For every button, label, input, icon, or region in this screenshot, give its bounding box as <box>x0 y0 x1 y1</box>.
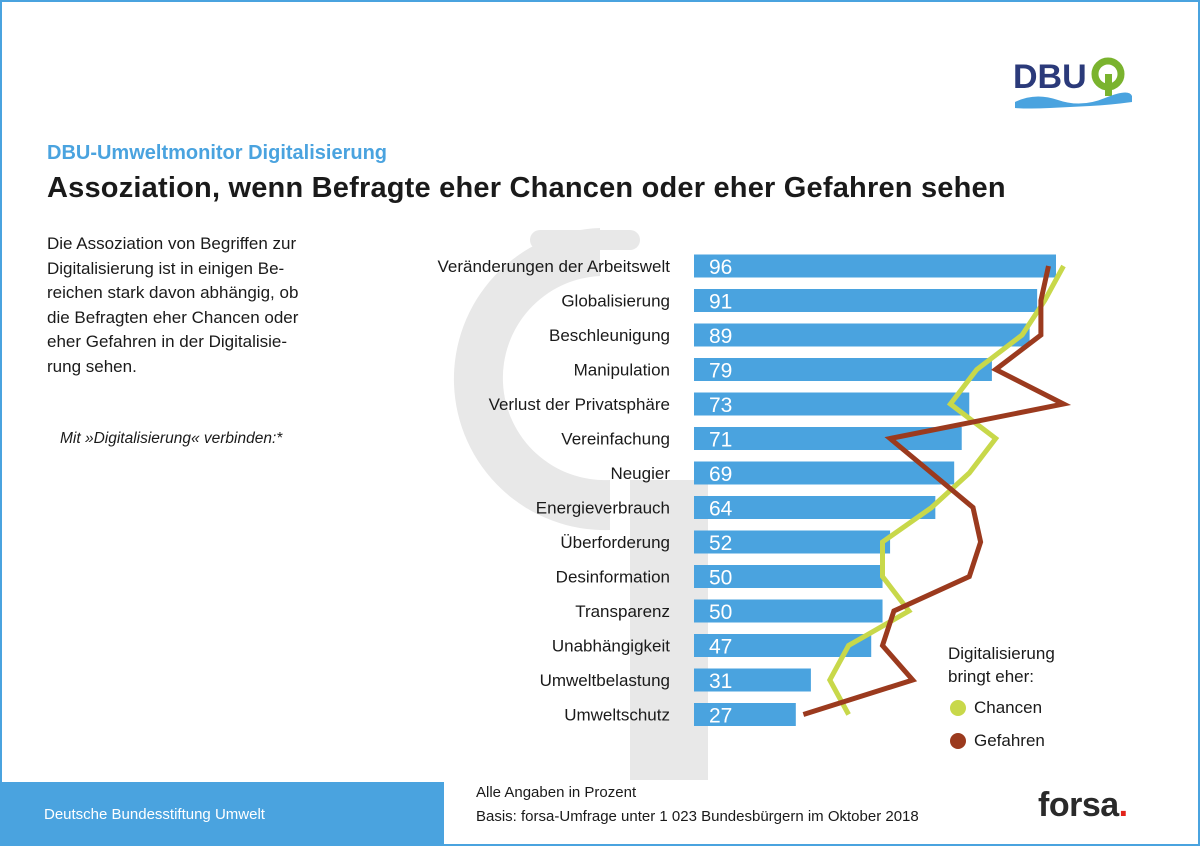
forsa-logo: forsa. <box>1038 786 1128 825</box>
intro-line: eher Gefahren in der Digitalisie- <box>47 332 288 351</box>
category-label: Veränderungen der Arbeitswelt <box>438 257 671 276</box>
page-title: Assoziation, wenn Befragte eher Chancen … <box>47 172 1006 204</box>
category-label: Beschleunigung <box>549 326 670 345</box>
bar <box>694 565 883 588</box>
intro-line: reichen stark davon abhängig, ob <box>47 283 299 302</box>
bar <box>694 599 883 623</box>
category-label: Umweltbelastung <box>540 671 670 690</box>
value-label: 27 <box>709 705 732 728</box>
value-label: 31 <box>709 670 732 693</box>
note-units: Alle Angaben in Prozent <box>476 784 637 801</box>
category-label: Desinformation <box>556 568 670 587</box>
legend-label: Chancen <box>974 698 1043 717</box>
legend-item-gefahren: Gefahren <box>950 731 1045 751</box>
category-label: Manipulation <box>574 361 670 380</box>
category-label: Transparenz <box>575 602 670 621</box>
footer-organization: Deutsche Bundesstiftung Umwelt <box>44 806 265 823</box>
value-label: 79 <box>709 360 732 383</box>
legend-title: Digitalisierung bringt eher: <box>948 642 1088 688</box>
bar <box>694 323 1030 347</box>
background-emblem <box>453 228 708 780</box>
value-label: 73 <box>709 394 732 417</box>
bar <box>694 703 796 726</box>
value-label: 69 <box>709 463 732 486</box>
intro-line: Die Assoziation von Begriffen zur <box>47 234 297 253</box>
logo-text: DBU <box>1013 58 1087 96</box>
footer-notes: Alle Angaben in Prozent Basis: forsa-Umf… <box>476 781 919 829</box>
category-label: Überforderung <box>560 533 670 552</box>
bar <box>694 254 1056 278</box>
bar <box>694 530 891 554</box>
value-label: 50 <box>709 601 732 624</box>
forsa-logo-text: forsa <box>1038 786 1119 824</box>
intro-line: Digitalisierung ist in einigen Be- <box>47 258 285 278</box>
bar <box>694 461 955 485</box>
bar <box>694 496 936 519</box>
value-label: 50 <box>709 567 732 590</box>
category-label: Energieverbrauch <box>536 499 670 518</box>
bar <box>694 289 1038 312</box>
legend-label: Gefahren <box>974 731 1045 750</box>
legend-title-line: Digitalisierung <box>948 644 1055 663</box>
value-label: 64 <box>709 498 733 521</box>
bar <box>694 668 811 692</box>
category-label: Globalisierung <box>561 292 670 311</box>
legend-marker-gefahren <box>950 733 966 749</box>
category-label: Neugier <box>610 464 670 483</box>
intro-text: Die Assoziation von Begriffen zur Digita… <box>47 232 347 379</box>
value-label: 52 <box>709 532 732 555</box>
legend-marker-chancen <box>950 700 966 716</box>
chart-prompt: Mit »Digitalisierung« verbinden:* <box>60 430 283 447</box>
dbu-logo: DBU <box>1010 50 1135 116</box>
note-basis: Basis: forsa-Umfrage unter 1 023 Bundesb… <box>476 808 919 825</box>
category-label: Unabhängigkeit <box>552 637 670 656</box>
value-label: 47 <box>709 636 732 659</box>
category-label: Verlust der Privatsphäre <box>489 395 670 414</box>
legend-item-chancen: Chancen <box>950 698 1042 718</box>
intro-line: die Befragten eher Chancen oder <box>47 307 299 327</box>
intro-line: rung sehen. <box>47 356 137 376</box>
category-label: Vereinfachung <box>561 430 670 449</box>
kicker: DBU-Umweltmonitor Digitalisierung <box>47 142 388 164</box>
forsa-logo-dot: . <box>1118 786 1128 824</box>
legend-title-line: bringt eher: <box>948 667 1034 686</box>
category-label: Umweltschutz <box>564 706 670 725</box>
value-label: 71 <box>709 429 732 452</box>
value-label: 96 <box>709 256 732 279</box>
footer-bar <box>2 782 444 844</box>
value-label: 89 <box>709 325 732 348</box>
series-line-gefahren <box>802 265 1072 717</box>
bar <box>694 634 872 657</box>
bar <box>694 392 970 416</box>
value-label: 91 <box>709 291 732 314</box>
bar <box>694 358 992 381</box>
